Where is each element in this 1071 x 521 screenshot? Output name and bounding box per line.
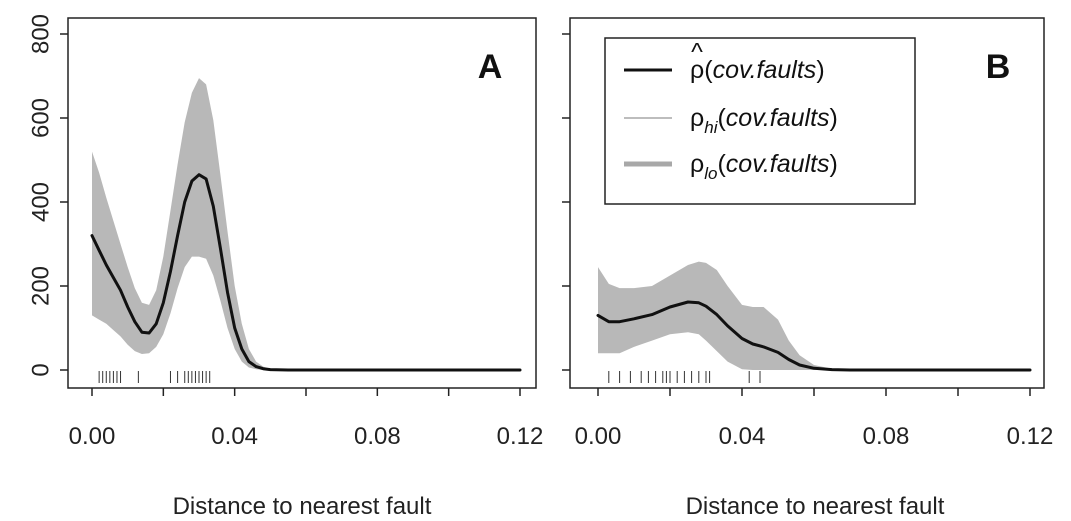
plot-frame [67,17,537,389]
legend-label-2: ρlo(cov.faults) [690,150,838,183]
y-tick-label-1: 200 [27,266,54,306]
x-tick-label-1: 0.04 [719,423,766,450]
density-line-0 [90,173,522,372]
x-tick-label-1: 0.04 [211,423,258,450]
panel-b: 0.00 0.04 0.08 0.12 Distance to nearest faul… [562,17,1054,520]
legend-item-0: ρ(cov.faults)^ [624,38,825,84]
y-tick-label-0: 0 [27,363,54,376]
y-tick-label-2: 400 [27,182,54,222]
confidence-band-0 [92,78,306,370]
plot-frame [569,17,1045,389]
y-tick-label-4: 800 [27,14,54,54]
legend-hat-0: ^ [691,38,703,66]
x-tick-label-3: 0.12 [1007,423,1054,450]
panel-letter: A [478,48,503,86]
y-tick-label-3: 600 [27,98,54,138]
legend-label-1: ρhi(cov.faults) [690,104,838,137]
panel-a: 0 200 400 600 800 0.00 0.04 0.08 0.12 Distance to… [27,14,544,520]
density-line-0 [596,300,1032,372]
panel-letter: B [986,48,1011,86]
legend-item-1: ρhi(cov.faults) [624,104,838,137]
x-tick-label-3: 0.12 [497,423,544,450]
legend: ρ(cov.faults)^ ρhi(cov.faults) ρlo(cov.fau… [604,37,916,205]
confidence-band-0 [598,261,832,370]
legend-item-2: ρlo(cov.faults) [624,150,838,183]
x-tick-label-0: 0.00 [69,423,116,450]
x-axis-label: Distance to nearest fault [173,493,432,516]
x-tick-label-2: 0.08 [863,423,910,450]
x-tick-label-0: 0.00 [575,423,622,450]
x-tick-label-2: 0.08 [354,423,401,450]
x-axis-label: Distance to nearest fault [686,493,945,516]
legend-label-0: ρ(cov.faults) [690,56,825,84]
legend-box [604,37,916,205]
